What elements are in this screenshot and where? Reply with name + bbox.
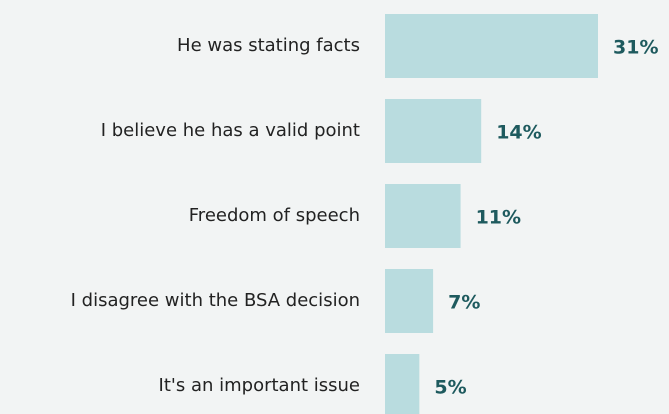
value-label: 5% [434,377,466,399]
bar [385,184,461,248]
bar [385,99,482,163]
bar [385,269,434,333]
bar [385,354,420,414]
value-label: 11% [476,207,521,229]
value-label: 14% [496,122,541,144]
category-label: Freedom of speech [189,205,360,226]
category-label: I disagree with the BSA decision [71,290,360,311]
category-label: He was stating facts [177,35,360,56]
category-label: It's an important issue [159,375,360,396]
value-label: 31% [613,37,658,59]
bar [385,14,598,78]
value-label: 7% [448,292,480,314]
category-label: I believe he has a valid point [101,120,360,141]
